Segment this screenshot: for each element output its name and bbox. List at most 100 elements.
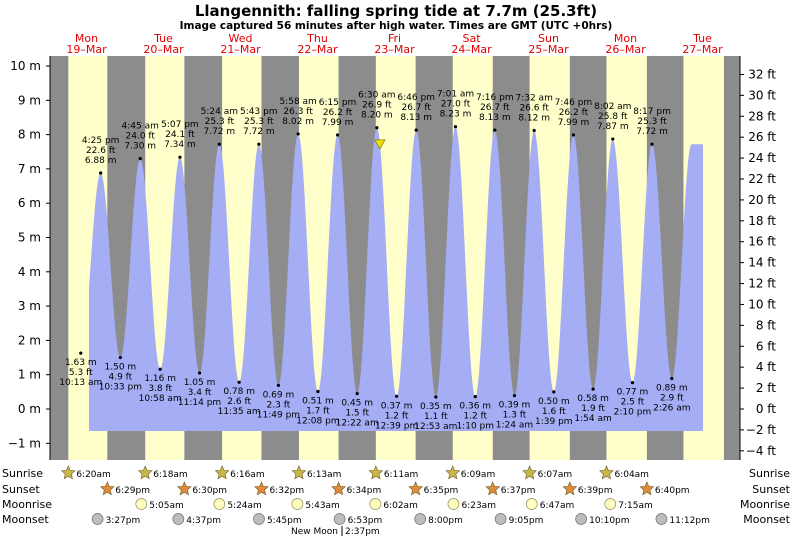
tide-feet-label: 24.1 ft — [165, 130, 195, 140]
tide-area — [89, 127, 703, 431]
tide-time-label: 5:43 pm — [240, 107, 278, 117]
tide-feet-label: 26.9 ft — [362, 101, 392, 111]
tide-time-label: 7:46 pm — [555, 98, 593, 108]
day-date-label: 19–Mar — [66, 43, 107, 56]
y-tick-label-ft: 28 ft — [748, 109, 776, 123]
sunrise-time: 6:09am — [461, 470, 496, 480]
sunset-time: 6:35pm — [424, 486, 459, 496]
y-tick-label-ft: 12 ft — [748, 277, 776, 291]
moonrise-time: 5:05am — [149, 501, 184, 511]
tide-point — [276, 383, 281, 387]
tide-time-label: 1:24 am — [496, 421, 533, 431]
tide-point — [138, 157, 142, 161]
tide-feet-label: 26.7 ft — [480, 103, 510, 113]
tide-meters-label: 1.50 m — [105, 363, 137, 373]
moonset-icon — [655, 513, 668, 525]
sunrise-time: 6:16am — [230, 470, 265, 480]
astro-row-label-left: Sunrise — [2, 467, 43, 480]
tide-curve — [89, 127, 703, 431]
y-tick-label-m: 3 m — [18, 299, 41, 313]
tide-point — [493, 128, 497, 132]
tide-meters-label: 1.16 m — [144, 374, 176, 384]
moonset-icon — [172, 513, 185, 525]
day-date-label: 27–Mar — [682, 43, 723, 56]
now-marker-icon — [374, 139, 386, 150]
day-date-label: 21–Mar — [220, 43, 261, 56]
tide-time-label: 1:39 pm — [535, 417, 573, 427]
tide-time-label: 10:58 am — [139, 394, 182, 404]
tide-meters-label: 0.77 m — [617, 388, 649, 398]
y-tick-label-ft: 14 ft — [748, 256, 776, 270]
sunrise-time: 6:13am — [307, 470, 342, 480]
moonset-icon — [91, 513, 104, 525]
tide-feet-label: 2.9 ft — [660, 393, 684, 403]
y-tick-label-ft: 10 ft — [748, 297, 776, 311]
tide-feet-label: 1.2 ft — [385, 411, 409, 421]
tide-time-label: 2:26 am — [653, 403, 690, 413]
sunset-icon — [254, 481, 269, 496]
y-tick-label-ft: 18 ft — [748, 214, 776, 228]
astro-rows: Sunrise Sunrise Sunset Sunset Moonrise Moonri… — [2, 465, 791, 537]
chart-title: Llangennith: falling spring tide at 7.7m… — [195, 2, 597, 20]
tide-feet-label: 1.2 ft — [463, 412, 487, 422]
tide-feet-label: 25.3 ft — [244, 117, 274, 127]
tide-feet-label: 5.3 ft — [69, 368, 93, 378]
tide-point — [571, 133, 576, 137]
now-marker — [374, 139, 386, 150]
tide-meters-label: 7.87 m — [597, 122, 629, 132]
tide-feet-label: 1.5 ft — [345, 409, 369, 419]
day-date-label: 20–Mar — [143, 43, 184, 56]
moonset-time: 11:12pm — [669, 516, 709, 526]
y-tick-label-ft: 26 ft — [748, 130, 776, 144]
moonrise-time: 6:23am — [461, 501, 496, 511]
moonrise-time: 5:24am — [227, 501, 262, 511]
tide-time-label: 8:02 am — [594, 102, 631, 112]
tide-time-label: 11:14 pm — [178, 398, 221, 408]
moonset-time: 4:37pm — [186, 516, 221, 526]
sunrise-icon — [291, 465, 307, 480]
sunrise-icon — [599, 465, 614, 480]
tide-feet-label: 24.0 ft — [126, 132, 156, 142]
day-labels: Mon19–MarTue20–MarWed21–MarThu22–MarFri2… — [66, 32, 723, 56]
tide-meters-label: 7.72 m — [636, 127, 668, 137]
tide-feet-label: 25.8 ft — [598, 112, 628, 122]
tide-feet-label: 1.3 ft — [503, 411, 527, 421]
y-tick-label-ft: 22 ft — [748, 172, 776, 186]
y-tick-label-ft: 4 ft — [756, 360, 776, 374]
day-date-label: 25–Mar — [528, 43, 569, 56]
moonset-icon — [253, 513, 265, 525]
tide-feet-label: 25.3 ft — [205, 117, 235, 127]
tide-time-label: 11:35 am — [218, 407, 261, 417]
tide-meters-label: 1.63 m — [65, 358, 97, 368]
tide-point — [375, 126, 379, 130]
tide-time-label: 12:08 pm — [296, 417, 339, 427]
moonset-time: 3:27pm — [106, 516, 141, 526]
moonset-icon — [575, 513, 587, 525]
astro-row-label-left: Sunset — [2, 483, 40, 496]
tide-feet-label: 26.2 ft — [559, 108, 589, 118]
y-tick-label-ft: 2 ft — [756, 381, 776, 395]
moonrise-time: 7:15am — [618, 501, 653, 511]
y-tick-label-m: 4 m — [18, 265, 41, 279]
moonset-time: 9:05pm — [509, 516, 544, 526]
tide-feet-label: 27.0 ft — [441, 100, 471, 110]
tide-meters-label: 7.34 m — [164, 140, 196, 150]
astro-row-label-left: Moonset — [2, 513, 49, 526]
y-tick-label-ft: −4 ft — [746, 444, 777, 458]
tide-point — [630, 380, 635, 385]
tide-time-label: 7:01 am — [437, 90, 474, 100]
tide-meters-label: 0.39 m — [499, 401, 531, 411]
tide-meters-label: 0.45 m — [341, 399, 373, 409]
moonset-icon — [333, 513, 346, 525]
tide-feet-label: 1.7 ft — [306, 407, 330, 417]
y-tick-label-m: 1 m — [18, 368, 41, 382]
y-tick-label-m: 0 m — [18, 402, 41, 416]
tide-point — [296, 132, 300, 136]
tide-meters-label: 8.12 m — [518, 113, 550, 123]
tide-meters-label: 8.02 m — [282, 117, 314, 127]
moonset-icon — [494, 513, 507, 525]
moonset-time: 5:45pm — [267, 516, 302, 526]
y-tick-label-ft: 20 ft — [748, 193, 776, 207]
